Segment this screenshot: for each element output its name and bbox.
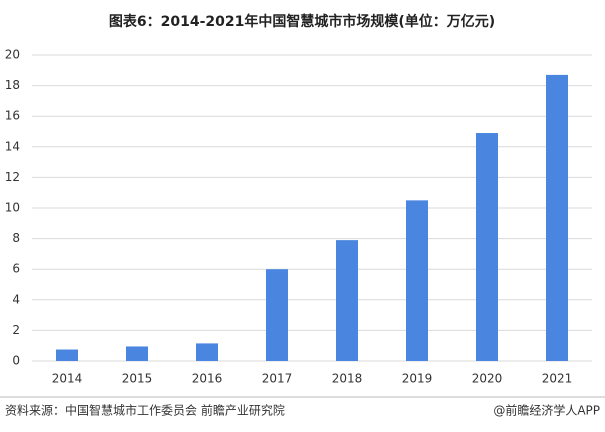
x-tick-label: 2019 [402, 372, 433, 386]
y-tick-label: 10 [5, 201, 20, 215]
x-tick-label: 2020 [472, 372, 503, 386]
bar [126, 346, 148, 361]
bar [336, 240, 358, 361]
y-tick-label: 16 [5, 109, 20, 123]
y-tick-label: 6 [12, 262, 20, 276]
y-tick-label: 8 [12, 231, 20, 245]
x-tick-label: 2014 [52, 372, 83, 386]
x-tick-label: 2017 [262, 372, 293, 386]
credit: @前瞻经济学人APP [493, 403, 600, 418]
x-tick-label: 2021 [542, 372, 573, 386]
y-tick-label: 14 [5, 139, 20, 153]
source-note: 资料来源：中国智慧城市工作委员会 前瞻产业研究院 [5, 403, 285, 418]
x-tick-label: 2018 [332, 372, 363, 386]
y-tick-label: 18 [5, 78, 20, 92]
x-tick-label: 2015 [122, 372, 153, 386]
y-tick-label: 20 [5, 48, 20, 62]
y-tick-label: 12 [5, 170, 20, 184]
x-tick-label: 2016 [192, 372, 223, 386]
bar [196, 343, 218, 361]
bar [406, 200, 428, 361]
chart-title: 图表6：2014-2021年中国智慧城市市场规模(单位：万亿元) [109, 13, 495, 30]
bar [56, 349, 78, 361]
y-tick-label: 4 [12, 292, 20, 306]
bar [546, 74, 568, 361]
y-tick-label: 2 [12, 323, 20, 337]
y-tick-label: 0 [12, 354, 20, 368]
bar [266, 269, 288, 361]
bar [476, 133, 498, 361]
